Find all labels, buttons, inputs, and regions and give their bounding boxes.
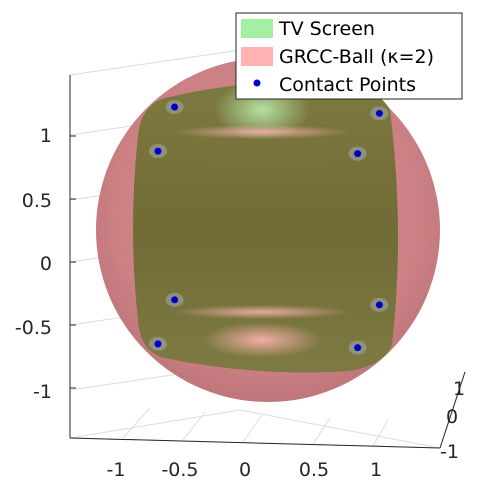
legend-label-grcc-ball: GRCC-Ball (κ=2)	[279, 46, 434, 68]
z-tick-label: 0	[446, 406, 458, 428]
x-tick-label: 1	[370, 459, 382, 481]
y-tick-label: -1	[33, 381, 52, 403]
contact-point	[375, 301, 383, 309]
y-tick-labels: 1 0.5 0 -0.5 -1	[15, 125, 52, 403]
contact-point	[154, 147, 162, 155]
tv-screen-surface	[133, 81, 399, 373]
contact-point	[354, 344, 362, 352]
contact-points-layer	[148, 100, 389, 355]
legend-swatch-tv-screen	[241, 19, 273, 38]
legend-marker-contact-points	[253, 79, 261, 87]
legend-swatch-grcc-ball	[241, 47, 273, 66]
y-tick-label: 0.5	[22, 190, 52, 212]
contact-point	[375, 109, 383, 117]
z-tick-labels: 1 0 -1	[440, 378, 465, 463]
legend-label-contact-points: Contact Points	[279, 74, 416, 96]
legend-box	[235, 12, 463, 100]
contact-point	[354, 150, 362, 158]
contact-point	[171, 296, 179, 304]
legend: TV Screen GRCC-Ball (κ=2) Contact Points	[235, 12, 463, 100]
x-tick-labels: -1 -0.5 0 0.5 1	[107, 459, 383, 481]
x-tick-label: -1	[107, 459, 126, 481]
x-tick-label: 0.5	[299, 459, 329, 481]
tick-marks	[70, 135, 76, 389]
screen-highlight-band-bottom	[174, 305, 350, 319]
legend-label-tv-screen: TV Screen	[278, 18, 375, 40]
x-tick-label: -0.5	[161, 459, 198, 481]
y-tick-label: 1	[40, 125, 52, 147]
z-tick-label: -1	[440, 441, 459, 463]
y-tick-label: -0.5	[15, 317, 52, 339]
contact-point	[171, 103, 179, 111]
screen-highlight-band-top	[174, 125, 350, 139]
x-tick-label: 0	[239, 459, 251, 481]
screen-highlight-bottom	[202, 322, 322, 358]
y-tick-label: 0	[40, 253, 52, 275]
z-tick-label: 1	[453, 378, 465, 400]
contact-point	[154, 340, 162, 348]
